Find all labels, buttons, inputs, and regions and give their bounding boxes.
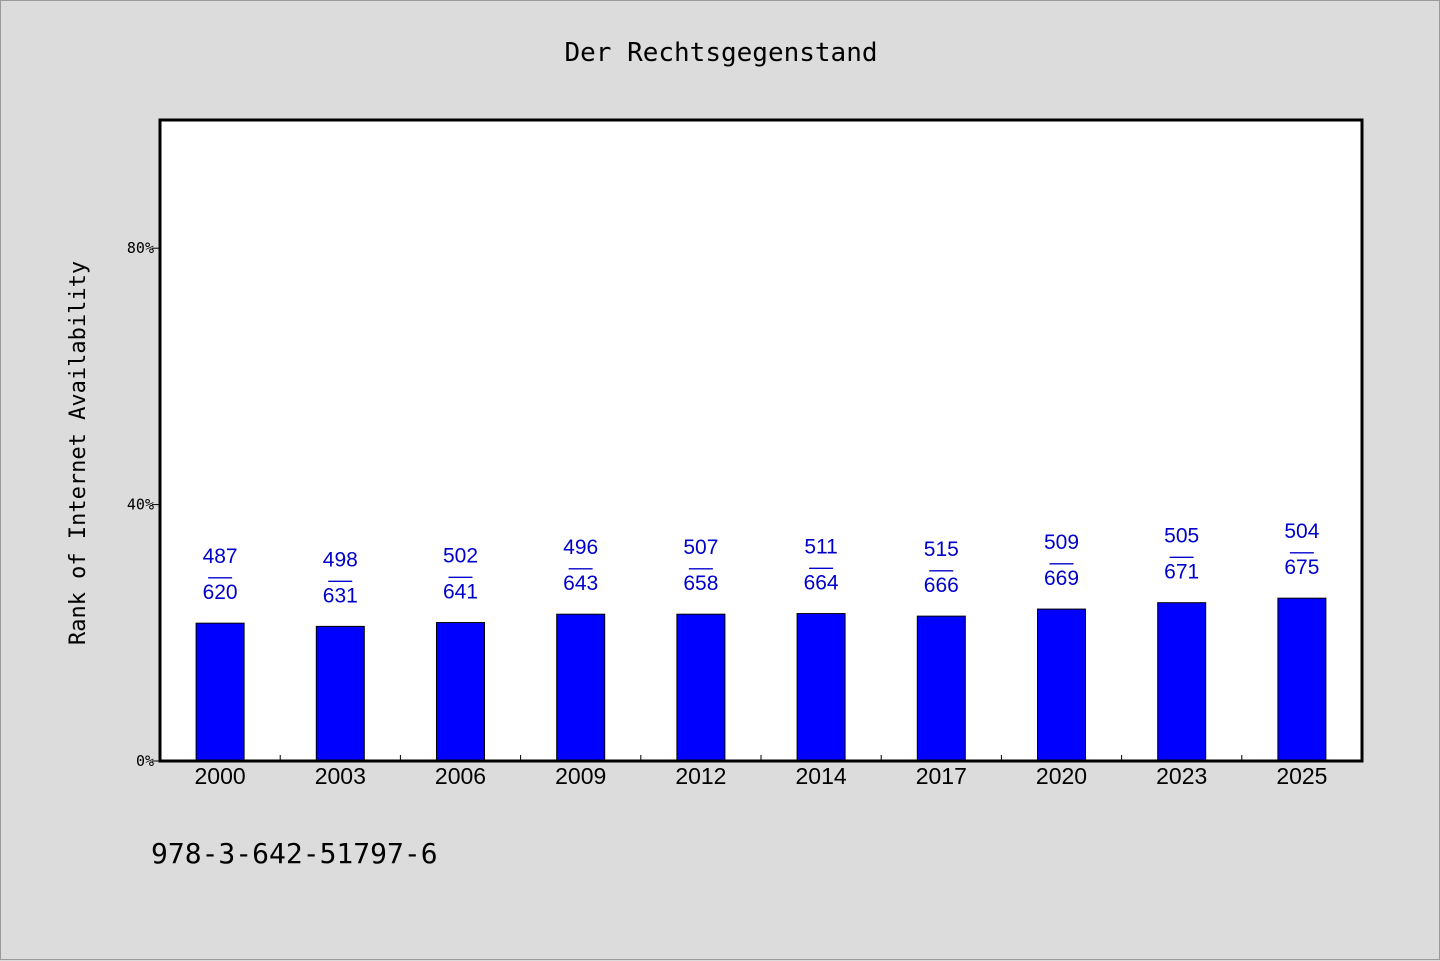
x-tick-label: 2012 (675, 763, 726, 789)
bar (1037, 608, 1086, 762)
data-label-bottom: 671 (1164, 561, 1199, 584)
y-tick-label: 0% (136, 752, 154, 770)
bar (556, 613, 606, 762)
data-label-separator: — (929, 558, 953, 581)
x-tick-label: 2009 (555, 763, 606, 789)
plot-border (158, 118, 1364, 763)
y-axis-label: Rank of Internet Availability (66, 261, 91, 645)
isbn-text: 978-3-642-51797-6 (151, 837, 438, 870)
x-tick-label: 2025 (1276, 763, 1327, 789)
data-label-bottom: 664 (804, 572, 839, 595)
data-label-bottom: 643 (563, 572, 598, 595)
data-label-bottom: 666 (924, 574, 959, 597)
data-label-top: 505 (1164, 525, 1199, 548)
data-label-bottom: 675 (1284, 556, 1319, 579)
x-tick-label: 2017 (916, 763, 967, 789)
data-label-top: 496 (563, 536, 598, 559)
data-label-separator: — (1290, 540, 1314, 563)
data-label-bottom: 658 (683, 572, 718, 595)
data-label-separator: — (328, 568, 352, 591)
y-tick-label: 80% (127, 239, 154, 257)
bar (1157, 602, 1207, 762)
bar (916, 615, 966, 762)
data-label-separator: — (449, 565, 473, 588)
data-label-top: 504 (1284, 520, 1319, 543)
bar (315, 625, 365, 762)
x-tick-label: 2000 (195, 763, 246, 789)
bar (195, 622, 245, 762)
data-label-bottom: 620 (203, 581, 238, 604)
bar (676, 613, 726, 762)
data-label-top: 502 (443, 545, 478, 568)
data-label-top: 509 (1044, 531, 1079, 554)
data-label-bottom: 631 (323, 584, 358, 607)
bar (436, 622, 485, 762)
data-label-top: 507 (683, 536, 718, 559)
x-tick-label: 2003 (315, 763, 366, 789)
x-tick-label: 2020 (1036, 763, 1087, 789)
data-label-separator: — (809, 556, 833, 579)
data-label-top: 515 (924, 538, 959, 561)
x-tick-label: 2014 (796, 763, 847, 789)
chart-title: Der Rechtsgegenstand (564, 38, 877, 68)
data-label-top: 498 (323, 548, 358, 571)
x-tick-label: 2023 (1156, 763, 1207, 789)
data-label-separator: — (1050, 551, 1074, 574)
data-label-bottom: 669 (1044, 567, 1079, 590)
data-label-separator: — (208, 565, 232, 588)
data-label-separator: — (689, 556, 713, 579)
bar (1277, 597, 1327, 762)
data-label-separator: — (569, 556, 593, 579)
y-tick-label: 40% (127, 496, 154, 514)
data-label-top: 487 (203, 545, 238, 568)
data-label-separator: — (1170, 545, 1194, 568)
bar (796, 613, 846, 762)
x-tick-label: 2006 (435, 763, 486, 789)
data-label-top: 511 (804, 536, 837, 559)
data-label-bottom: 641 (443, 581, 478, 604)
